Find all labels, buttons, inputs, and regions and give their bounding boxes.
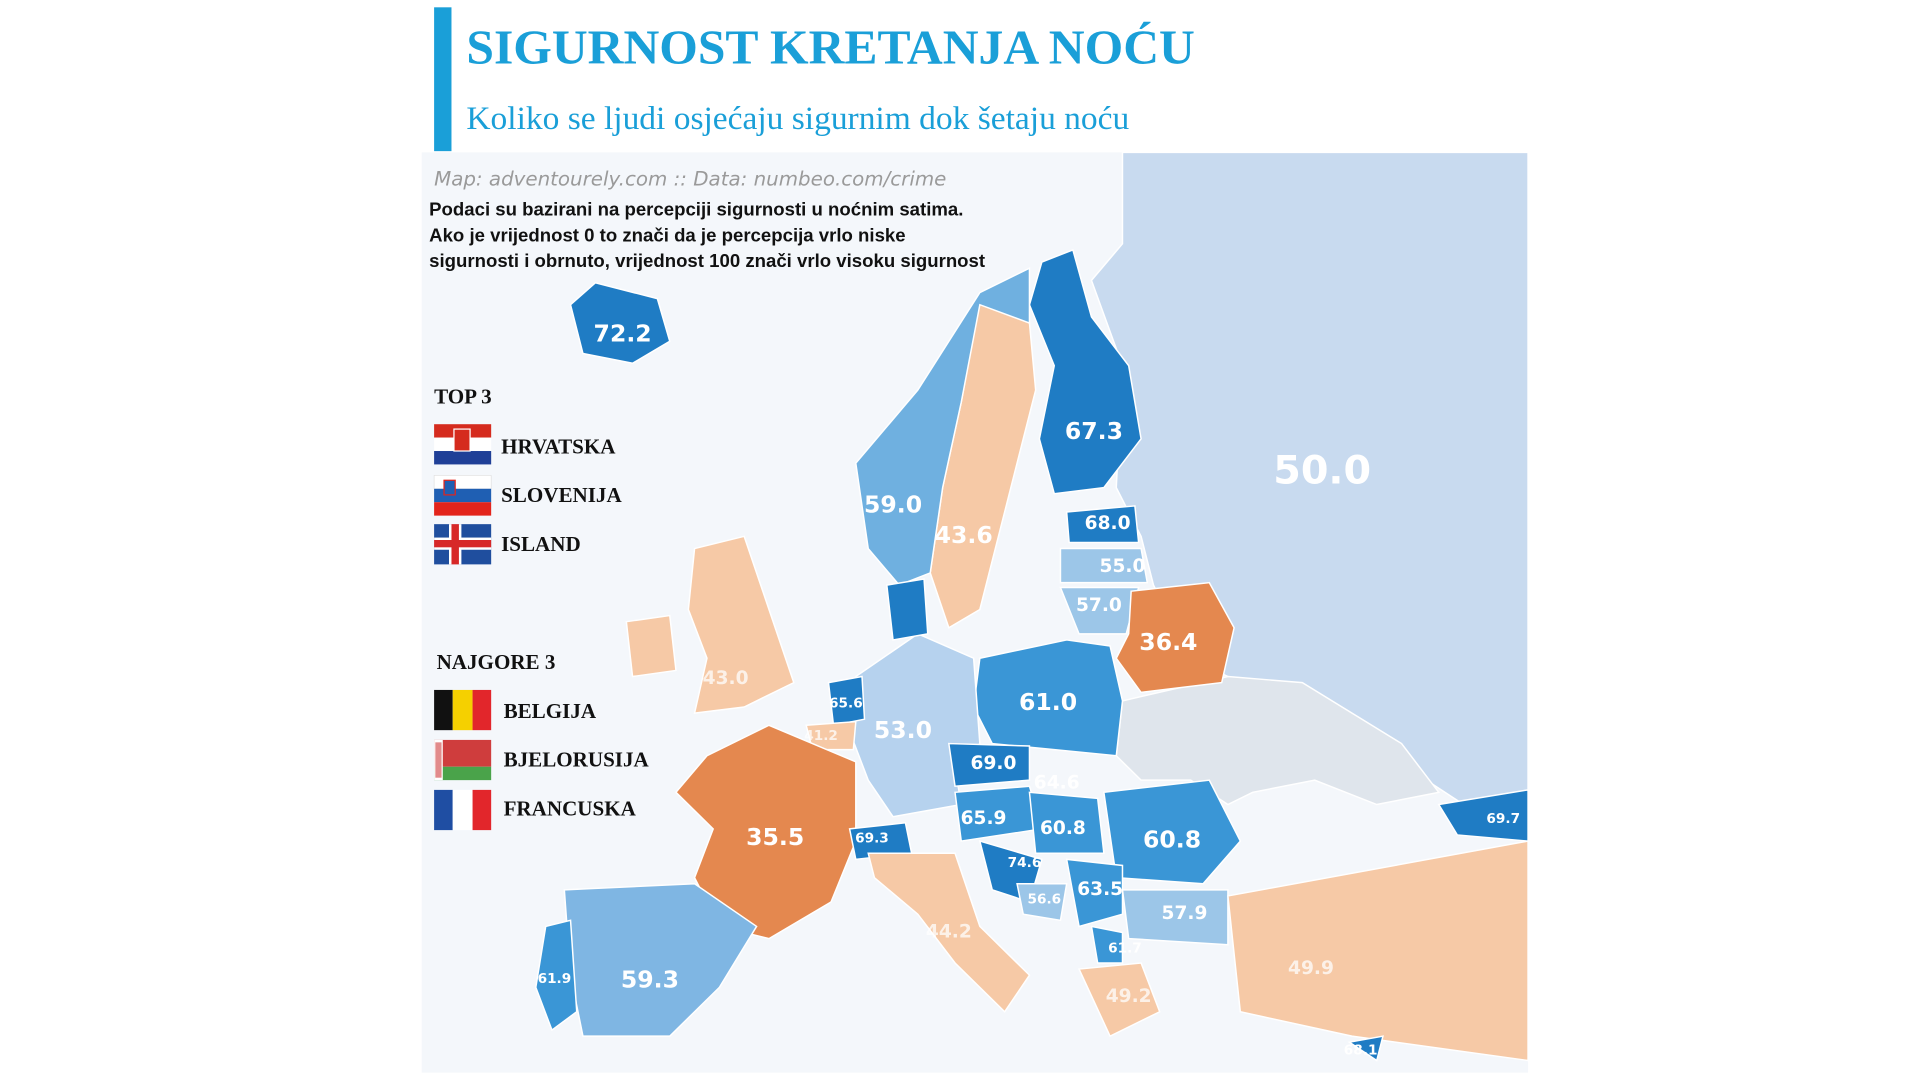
value-label: 44.2: [926, 922, 972, 943]
region: [1115, 581, 1235, 694]
value-label: 43.0: [703, 668, 749, 689]
value-label: 55.0: [1100, 556, 1146, 577]
region: [1059, 586, 1140, 635]
source: Map: adventourely.com :: Data: numbeo.co…: [434, 167, 946, 190]
legend-title: TOP 3: [434, 385, 492, 409]
region: [886, 578, 929, 641]
legend-item: BELGIJA: [504, 699, 597, 723]
value-label: 36.4: [1139, 628, 1197, 656]
value-label: 50.0: [1273, 448, 1371, 494]
region: [569, 281, 671, 365]
region: [1090, 925, 1124, 964]
value-label: 35.5: [746, 823, 804, 851]
value-label: 43.6: [935, 521, 993, 549]
legend-item: ISLAND: [501, 532, 581, 556]
value-label: 56.6: [1028, 892, 1062, 908]
map: [421, 151, 1529, 1073]
value-label: 41.2: [804, 728, 838, 744]
region: [674, 724, 857, 940]
value-label: 57.0: [1076, 595, 1122, 616]
value-label: 53.0: [874, 716, 932, 744]
value-label: 61.9: [538, 971, 572, 987]
description-line: sigurnosti i obrnuto, vrijednost 100 zna…: [429, 250, 985, 271]
region: [947, 742, 1031, 788]
value-label: 60.8: [1143, 826, 1201, 854]
map-labels: 72.2 67.3 50.0 59.0 43.6 68.0 55.0 57.0 …: [538, 320, 1520, 1059]
region: [687, 535, 795, 714]
region: [867, 852, 1031, 1013]
region: [1028, 791, 1105, 855]
region: [1059, 547, 1149, 584]
legend-item: HRVATSKA: [501, 435, 615, 459]
legend-item: SLOVENIJA: [501, 483, 622, 507]
legend-top: TOP 3 HRVATSKA SLOVENIJA ISLAND: [433, 385, 622, 565]
region: [805, 720, 857, 751]
legend-item: BJELORUSIJA: [504, 748, 649, 772]
value-label: 69.0: [971, 753, 1017, 774]
flag-belarus: [434, 739, 492, 781]
value-label: 68.0: [1085, 513, 1131, 534]
value-label: 61.7: [1108, 940, 1142, 956]
region: [1115, 675, 1441, 806]
description-line: Ako je vrijednost 0 to znači da je perce…: [429, 225, 905, 246]
value-label: 65.6: [829, 695, 863, 711]
region: [535, 919, 578, 1032]
value-label: 67.3: [1065, 417, 1123, 445]
region: [1065, 858, 1124, 928]
value-label: 68.1: [1344, 1043, 1378, 1059]
value-label: 65.9: [961, 808, 1007, 829]
region: [1103, 779, 1242, 885]
region: [1028, 248, 1142, 495]
value-label: 63.5: [1077, 879, 1123, 900]
value-label: 64.6: [1034, 773, 1080, 794]
value-label: 59.0: [864, 491, 922, 519]
value-label: 57.9: [1162, 903, 1208, 924]
value-label: 69.7: [1486, 811, 1520, 827]
value-label: 69.3: [855, 831, 889, 847]
region: [1016, 883, 1068, 922]
value-label: 59.3: [621, 966, 679, 994]
subtitle: Koliko se ljudi osjećaju sigurnim dok še…: [466, 100, 1129, 137]
flag-croatia: [434, 424, 492, 465]
region: [972, 639, 1124, 757]
value-label: 72.2: [594, 320, 652, 348]
region: [1077, 962, 1161, 1038]
description-line: Podaci su bazirani na percepciji sigurno…: [429, 199, 963, 220]
region: [1121, 889, 1229, 946]
region: [855, 266, 1031, 586]
value-label: 74.6: [1008, 855, 1042, 871]
value-label: 49.2: [1106, 986, 1152, 1007]
region: [1347, 1035, 1384, 1062]
value-label: 60.8: [1040, 818, 1086, 839]
legend-worst: NAJGORE 3 BELGIJA BJELORUSIJA FRANCUSKA: [434, 650, 649, 831]
legend-item: FRANCUSKA: [504, 797, 636, 821]
value-label: 49.9: [1288, 958, 1334, 979]
region: [625, 614, 677, 678]
flag-france: [434, 789, 492, 831]
legend-title: NAJGORE 3: [437, 650, 556, 674]
region: [1065, 505, 1140, 544]
value-label: 61.0: [1019, 688, 1077, 716]
header-bar: [434, 7, 452, 152]
flag-belgium: [434, 689, 492, 731]
title: SIGURNOST KRETANJA NOĆU: [466, 20, 1194, 75]
region: [827, 675, 866, 727]
region: [1227, 840, 1529, 1062]
region: [1437, 789, 1529, 842]
flag-iceland: [434, 524, 492, 565]
flag-slovenia: [433, 475, 492, 516]
